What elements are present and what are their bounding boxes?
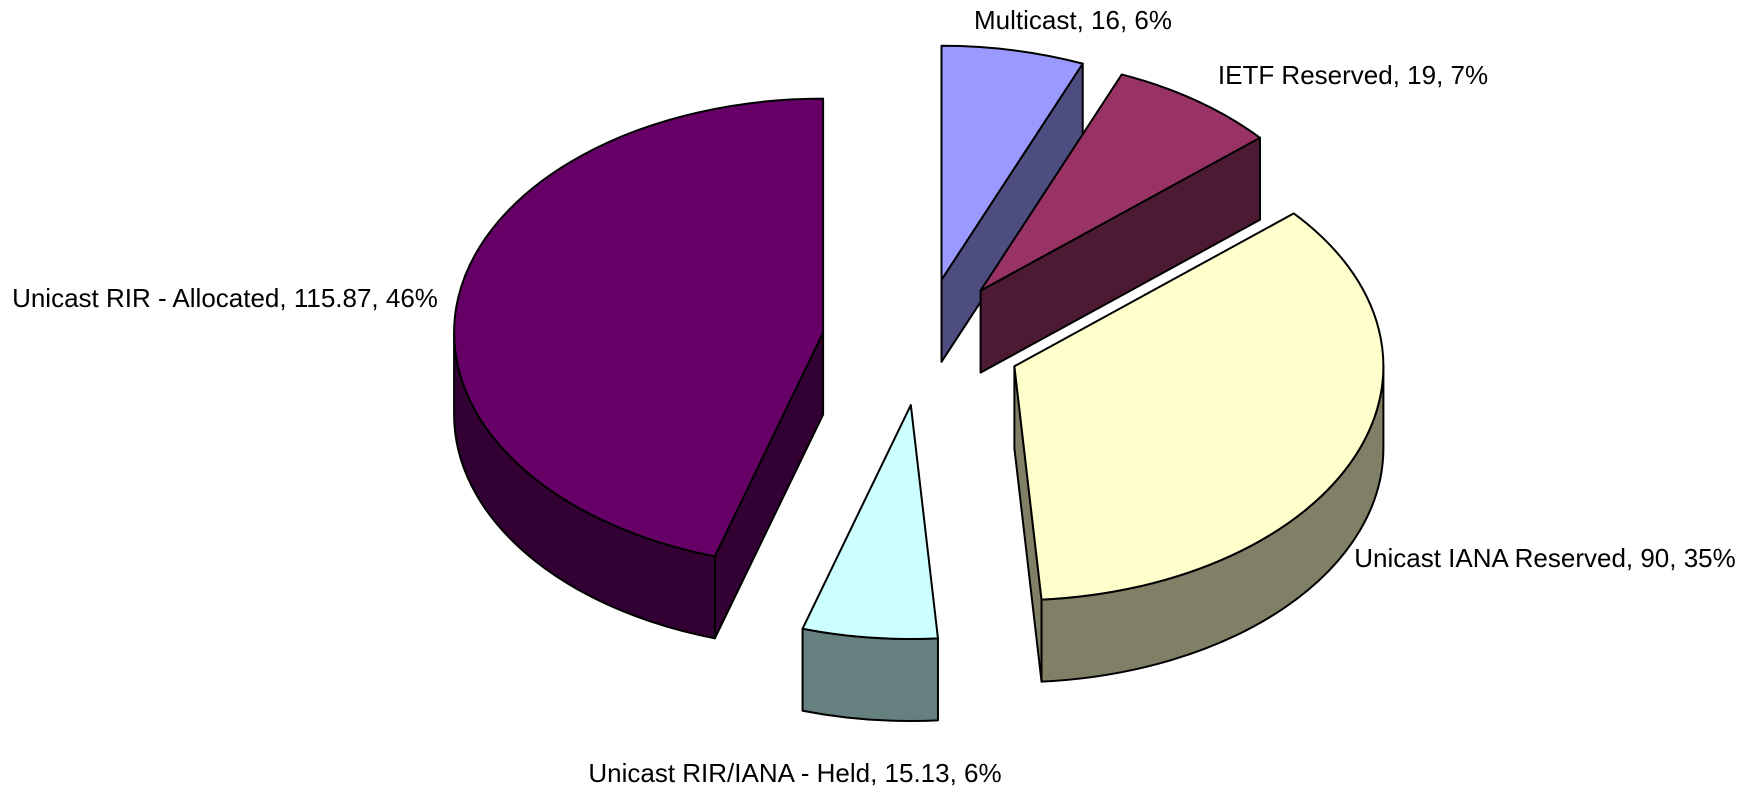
data-label: Unicast RIR - Allocated, 115.87, 46% bbox=[12, 283, 438, 313]
slice bbox=[1013, 212, 1385, 601]
data-label: Unicast IANA Reserved, 90, 35% bbox=[1354, 543, 1736, 573]
data-label: IETF Reserved, 19, 7% bbox=[1217, 60, 1489, 90]
slice bbox=[940, 44, 1084, 281]
slice bbox=[979, 73, 1261, 292]
slice-wall bbox=[801, 627, 939, 723]
slice bbox=[453, 97, 825, 558]
slice bbox=[801, 404, 939, 641]
data-label: Unicast RIR/IANA - Held, 15.13, 6% bbox=[588, 758, 1002, 788]
data-label: Multicast, 16, 6% bbox=[974, 5, 1172, 35]
